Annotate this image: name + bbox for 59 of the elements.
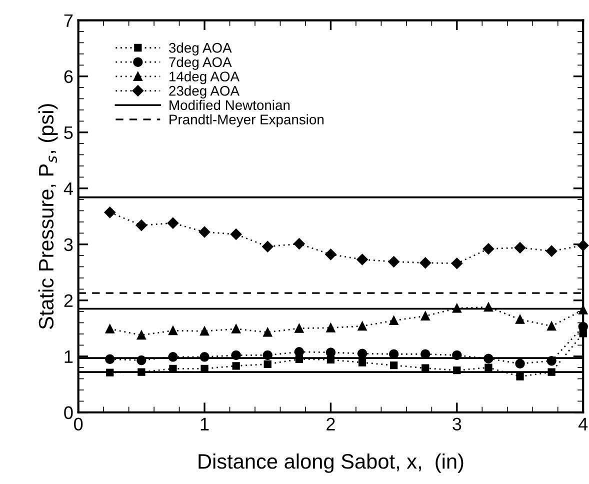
point [262,240,274,252]
x-tick-label: 0 [74,418,83,430]
point [136,220,148,231]
legend-label: 23deg AOA [169,86,240,99]
point [232,324,241,334]
point [198,226,210,238]
point [294,324,304,333]
y-tick-label: 7 [64,14,73,27]
point [420,312,430,321]
y-axis-title: Static Pressure, P$_{s}$, (psi) [38,104,58,330]
point [547,322,556,331]
point [390,362,398,370]
point [263,328,272,337]
point [546,245,558,257]
point [514,242,526,254]
y-tick-label: 2 [64,294,73,307]
point [325,248,336,260]
point [356,254,368,266]
point [358,358,366,366]
point [230,228,242,240]
point [105,324,114,334]
x-tick-label: 1 [200,418,209,430]
y-tick-label: 5 [64,126,73,140]
y-tick-label: 0 [64,406,73,420]
point [167,217,179,229]
point [516,372,524,380]
y-tick-label: 6 [64,70,73,84]
point [357,348,368,358]
y-tick-label: 1 [64,350,73,363]
point [484,364,492,372]
point [326,323,336,332]
point [358,322,367,331]
legend-label: 14deg AOA [170,71,240,84]
legend-label: 3deg AOA [169,42,232,56]
y-tick-label: 4 [64,182,73,195]
point [516,314,525,324]
point [451,258,463,269]
legend-label: Modified Newtonian [170,100,290,110]
x-tick-label: 2 [326,418,335,430]
point [389,316,398,326]
point [168,326,178,336]
point [136,330,146,340]
point [388,256,400,268]
x-tick-label: 3 [452,418,462,430]
point [104,206,116,218]
point [515,358,525,369]
point [232,362,240,370]
point [264,360,272,368]
point [294,238,305,250]
point [200,326,210,336]
legend-label: 7deg AOA [169,56,232,70]
point [294,347,304,357]
point [326,348,336,358]
point [482,243,494,254]
x-tick-label: 4 [578,418,588,430]
point [420,257,431,268]
legend-label: Prandtl-Meyer Expansion [170,114,324,128]
x-axis-title: Distance along Sabot, x, (in) [198,454,464,473]
y-tick-label: 3 [64,238,73,252]
